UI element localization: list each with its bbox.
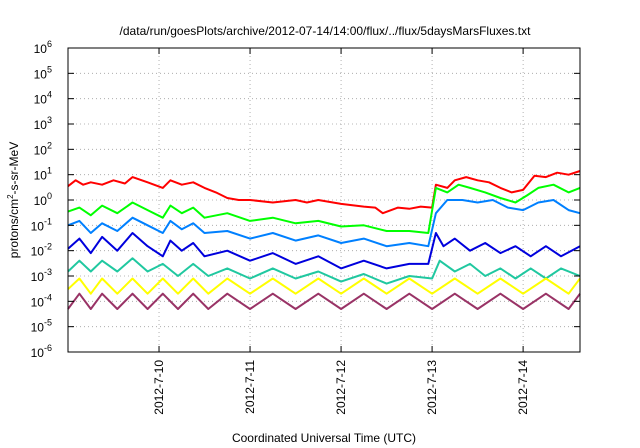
- y-tick-exponent: 3: [47, 115, 52, 125]
- y-tick-label: 10-2: [31, 242, 52, 259]
- y-tick-exponent: 0: [47, 191, 52, 201]
- y-tick-base: 10: [31, 295, 45, 309]
- y-tick-exponent: -3: [44, 267, 52, 277]
- y-tick-base: 10: [34, 67, 48, 81]
- series-layer: [67, 170, 581, 310]
- chart-title: /data/run/goesPlots/archive/2012-07-14/1…: [120, 24, 532, 38]
- x-tick-label: 2012-7-13: [425, 360, 439, 415]
- y-tick-exponent: -1: [44, 216, 52, 226]
- y-tick-label: 103: [34, 115, 52, 132]
- y-tick-exponent: 5: [47, 64, 52, 74]
- series-line-4: [67, 232, 581, 270]
- y-tick-label: 10-4: [31, 292, 52, 309]
- y-tick-exponent: -6: [44, 343, 52, 353]
- y-tick-exponent: 1: [47, 166, 52, 176]
- y-tick-label: 102: [34, 140, 52, 157]
- x-tick-label: 2012-7-11: [243, 360, 257, 414]
- y-tick-exponent: 4: [47, 90, 52, 100]
- series-line-7: [67, 292, 581, 310]
- y-tick-base: 10: [31, 219, 45, 233]
- y-tick-label: 104: [34, 90, 52, 107]
- series-line-2: [67, 183, 581, 234]
- y-tick-base: 10: [34, 169, 48, 183]
- y-axis-label: protons/cm2-s-sr-MeV: [6, 142, 21, 258]
- x-tick-label: 2012-7-10: [152, 360, 166, 415]
- series-line-1: [67, 170, 581, 215]
- x-axis-label: Coordinated Universal Time (UTC): [232, 431, 416, 445]
- y-axis-label-suffix: -s-sr-MeV: [7, 142, 21, 195]
- y-tick-label: 100: [34, 191, 52, 208]
- y-tick-label: 101: [34, 166, 52, 183]
- y-tick-base: 10: [34, 42, 48, 56]
- y-tick-exponent: 2: [47, 140, 52, 150]
- y-tick-base: 10: [31, 270, 45, 284]
- y-tick-label: 105: [34, 64, 52, 81]
- y-tick-base: 10: [31, 346, 45, 360]
- y-tick-label: 10-1: [31, 216, 52, 233]
- y-tick-exponent: -2: [44, 242, 52, 252]
- y-tick-base: 10: [34, 194, 48, 208]
- series-line-3: [67, 199, 581, 248]
- x-tick-label: 2012-7-12: [334, 360, 348, 415]
- series-line-6: [67, 277, 581, 295]
- series-line-5: [67, 257, 581, 285]
- y-tick-base: 10: [31, 245, 45, 259]
- y-tick-label: 10-6: [31, 343, 52, 360]
- axes: 10-610-510-410-310-210-11001011021031041…: [31, 39, 580, 415]
- y-tick-exponent: -4: [44, 292, 52, 302]
- y-axis-label-prefix: protons/cm: [7, 199, 21, 258]
- y-tick-exponent: -5: [44, 318, 52, 328]
- y-tick-base: 10: [34, 93, 48, 107]
- y-tick-base: 10: [34, 143, 48, 157]
- x-tick-label: 2012-7-14: [516, 360, 530, 415]
- y-tick-label: 10-3: [31, 267, 52, 284]
- y-axis-label-sup: 2: [6, 194, 15, 199]
- y-tick-exponent: 6: [47, 39, 52, 49]
- y-tick-base: 10: [31, 321, 45, 335]
- y-tick-label: 106: [34, 39, 52, 56]
- y-tick-base: 10: [34, 118, 48, 132]
- y-tick-label: 10-5: [31, 318, 52, 335]
